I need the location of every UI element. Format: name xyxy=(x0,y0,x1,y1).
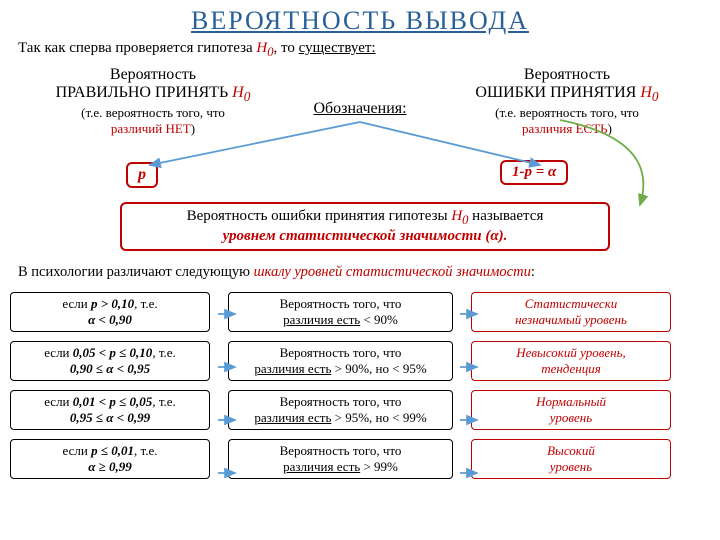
table-row: если p > 0,10, т.е.α < 0,90 Вероятность т… xyxy=(10,292,710,332)
probability-cell: Вероятность того, чторазличия есть > 99% xyxy=(228,439,453,479)
level-cell: Невысокий уровень,тенденция xyxy=(471,341,671,381)
level-cell: Высокийуровень xyxy=(471,439,671,479)
probability-cell: Вероятность того, чторазличия есть < 90% xyxy=(228,292,453,332)
center-label-text: Обозначения: xyxy=(313,100,406,117)
left-h0: H0 xyxy=(232,84,250,101)
right-h0: H0 xyxy=(640,84,658,101)
intro-text-c: существует: xyxy=(299,40,376,56)
h0-letter: H xyxy=(640,84,652,101)
intro-h0: H0 xyxy=(256,40,273,56)
h0-letter: H xyxy=(256,40,267,56)
condition-cell: если p > 0,10, т.е.α < 0,90 xyxy=(10,292,210,332)
p-box: p xyxy=(126,162,158,188)
bigbox-h0: H0 xyxy=(451,208,468,224)
bigbox-c: уровнем статистической значимости (α). xyxy=(223,228,508,244)
significance-definition-box: Вероятность ошибки принятия гипотезы H0 … xyxy=(120,202,610,251)
scale-intro: В психологии различают следующую шкалу у… xyxy=(18,264,702,281)
rows-container: если p > 0,10, т.е.α < 0,90 Вероятность т… xyxy=(10,292,710,488)
probability-cell: Вероятность того, чторазличия есть > 90%… xyxy=(228,341,453,381)
bigbox-b: называется xyxy=(468,208,543,224)
left-sub2: различий НЕТ xyxy=(111,121,191,136)
h0-letter: H xyxy=(451,208,462,224)
scale-a: В психологии различают следующую xyxy=(18,264,254,280)
probability-cell: Вероятность того, чторазличия есть > 95%… xyxy=(228,390,453,430)
condition-cell: если 0,05 < p ≤ 0,10, т.е.0,90 ≤ α < 0,9… xyxy=(10,341,210,381)
right-line2a: ОШИБКИ ПРИНЯТИЯ xyxy=(475,84,640,101)
left-line1: Вероятность xyxy=(18,66,288,84)
condition-cell: если p ≤ 0,01, т.е.α ≥ 0,99 xyxy=(10,439,210,479)
intro-line: Так как сперва проверяется гипотеза H0, … xyxy=(0,36,720,60)
table-row: если 0,05 < p ≤ 0,10, т.е.0,90 ≤ α < 0,9… xyxy=(10,341,710,381)
bigbox-a: Вероятность ошибки принятия гипотезы xyxy=(187,208,452,224)
scale-b: шкалу уровней статистической значимости xyxy=(254,264,531,280)
scale-c: : xyxy=(531,264,535,280)
two-columns: Вероятность ПРАВИЛЬНО ПРИНЯТЬ H0 (т.е. в… xyxy=(0,60,720,137)
right-line1: Вероятность xyxy=(432,66,702,84)
left-sub3: ) xyxy=(191,121,195,136)
intro-text-b: , то xyxy=(274,40,299,56)
alpha-box: 1-p = α xyxy=(500,160,568,185)
right-sub3: ) xyxy=(608,121,612,136)
center-label: Обозначения: xyxy=(0,100,720,118)
table-row: если p ≤ 0,01, т.е.α ≥ 0,99 Вероятность т… xyxy=(10,439,710,479)
left-line2a: ПРАВИЛЬНО ПРИНЯТЬ xyxy=(56,84,233,101)
intro-text-a: Так как сперва проверяется гипотеза xyxy=(18,40,256,56)
h0-letter: H xyxy=(232,84,244,101)
condition-cell: если 0,01 < p ≤ 0,05, т.е.0,95 ≤ α < 0,9… xyxy=(10,390,210,430)
page-title: ВЕРОЯТНОСТЬ ВЫВОДА xyxy=(0,0,720,36)
level-cell: Статистическинезначимый уровень xyxy=(471,292,671,332)
right-sub2: различия ЕСТЬ xyxy=(522,121,608,136)
level-cell: Нормальныйуровень xyxy=(471,390,671,430)
table-row: если 0,01 < p ≤ 0,05, т.е.0,95 ≤ α < 0,9… xyxy=(10,390,710,430)
